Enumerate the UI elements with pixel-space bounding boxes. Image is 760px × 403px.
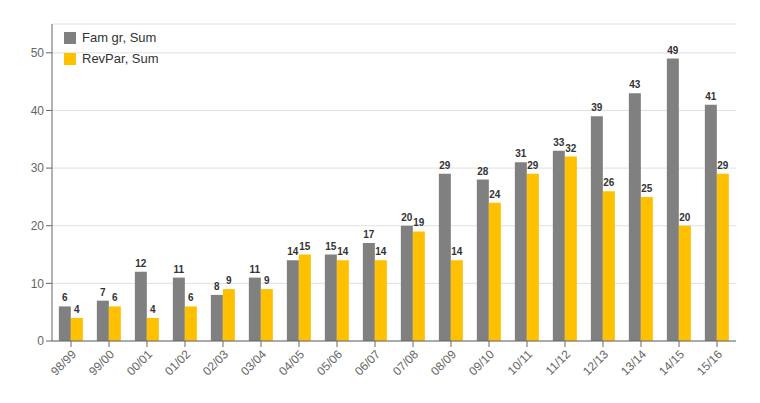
svg-text:98/99: 98/99 xyxy=(48,347,79,378)
svg-text:29: 29 xyxy=(717,160,729,171)
svg-text:4: 4 xyxy=(150,304,156,315)
svg-text:10/11: 10/11 xyxy=(505,347,536,378)
svg-text:9: 9 xyxy=(264,275,270,286)
svg-text:11: 11 xyxy=(250,264,261,275)
svg-text:14/15: 14/15 xyxy=(656,347,687,378)
svg-text:15/16: 15/16 xyxy=(694,347,725,378)
svg-text:20: 20 xyxy=(679,212,691,223)
svg-text:15: 15 xyxy=(325,241,337,252)
svg-text:14: 14 xyxy=(337,246,349,257)
svg-text:6: 6 xyxy=(188,292,194,303)
svg-text:6: 6 xyxy=(112,292,118,303)
svg-text:01/02: 01/02 xyxy=(162,347,193,378)
svg-text:06/07: 06/07 xyxy=(352,347,383,378)
svg-text:6: 6 xyxy=(62,292,68,303)
svg-text:43: 43 xyxy=(629,79,641,90)
svg-text:8: 8 xyxy=(214,281,220,292)
svg-text:30: 30 xyxy=(31,161,45,175)
svg-text:49: 49 xyxy=(667,45,679,56)
svg-text:14: 14 xyxy=(451,246,463,257)
svg-text:32: 32 xyxy=(565,143,577,154)
svg-text:12/13: 12/13 xyxy=(580,347,611,378)
svg-text:50: 50 xyxy=(31,46,45,60)
svg-text:02/03: 02/03 xyxy=(200,347,231,378)
svg-text:41: 41 xyxy=(705,91,717,102)
svg-text:17: 17 xyxy=(363,229,375,240)
svg-text:15: 15 xyxy=(299,241,311,252)
svg-text:08/09: 08/09 xyxy=(428,347,459,378)
svg-text:03/04: 03/04 xyxy=(238,347,269,378)
svg-text:20: 20 xyxy=(401,212,413,223)
svg-text:19: 19 xyxy=(413,217,425,228)
svg-text:09/10: 09/10 xyxy=(466,347,497,378)
svg-text:10: 10 xyxy=(31,277,45,291)
svg-text:11: 11 xyxy=(174,264,185,275)
svg-text:40: 40 xyxy=(31,104,45,118)
svg-text:25: 25 xyxy=(641,183,653,194)
svg-text:9: 9 xyxy=(226,275,232,286)
svg-text:11/12: 11/12 xyxy=(543,347,574,378)
svg-text:33: 33 xyxy=(553,137,565,148)
svg-text:07/08: 07/08 xyxy=(390,347,421,378)
svg-text:13/14: 13/14 xyxy=(618,347,649,378)
svg-text:20: 20 xyxy=(31,219,45,233)
svg-text:7: 7 xyxy=(100,287,106,298)
html-text:Fam gr, Sum: Fam gr, Sum xyxy=(82,30,157,45)
svg-text:29: 29 xyxy=(527,160,539,171)
svg-text:12: 12 xyxy=(135,258,147,269)
svg-text:05/06: 05/06 xyxy=(314,347,345,378)
svg-text:14: 14 xyxy=(375,246,387,257)
svg-text:00/01: 00/01 xyxy=(124,347,155,378)
svg-text:4: 4 xyxy=(74,304,80,315)
svg-text:29: 29 xyxy=(439,160,451,171)
html-text:RevPar, Sum: RevPar, Sum xyxy=(82,51,159,66)
svg-text:28: 28 xyxy=(477,166,489,177)
svg-text:14: 14 xyxy=(287,246,299,257)
svg-text:99/00: 99/00 xyxy=(86,347,117,378)
svg-text:24: 24 xyxy=(489,189,501,200)
svg-text:0: 0 xyxy=(37,334,44,348)
svg-text:31: 31 xyxy=(515,148,527,159)
svg-text:39: 39 xyxy=(591,102,603,113)
svg-text:04/05: 04/05 xyxy=(276,347,307,378)
svg-text:26: 26 xyxy=(603,177,615,188)
